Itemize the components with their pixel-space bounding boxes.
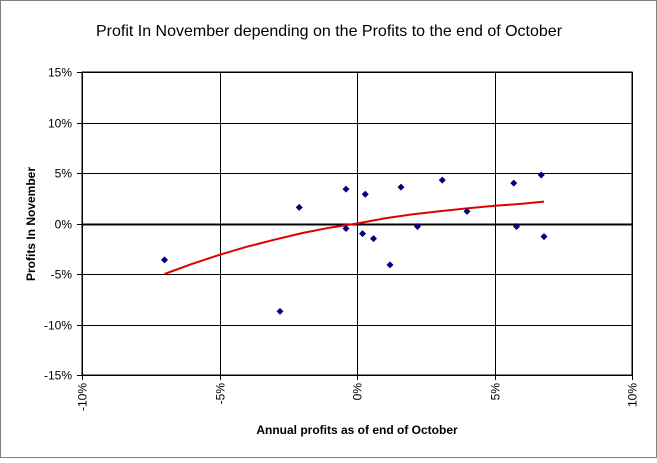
y-tick-label: 10% (48, 117, 72, 131)
data-point (359, 230, 366, 238)
x-tick-label: -10% (76, 383, 90, 411)
data-point (386, 261, 394, 269)
data-point (361, 190, 369, 198)
y-axis-title: Profits In November (24, 167, 38, 281)
data-point (540, 233, 548, 241)
x-tick-label: 0% (351, 383, 365, 401)
data-point (438, 176, 446, 184)
data-point (342, 225, 350, 233)
data-point (510, 179, 518, 187)
chart-title: Profit In November depending on the Prof… (96, 23, 563, 40)
data-point (414, 223, 421, 231)
y-tick-label: -10% (44, 319, 72, 333)
data-point (295, 203, 303, 211)
data-point (276, 307, 284, 315)
y-tick-label: 0% (55, 218, 73, 232)
data-point (397, 183, 405, 191)
data-point (370, 235, 377, 243)
y-tick-label: -5% (51, 268, 73, 282)
x-axis-title: Annual profits as of end of October (256, 423, 458, 437)
data-point (513, 223, 520, 231)
y-tick-label: -15% (44, 369, 72, 383)
data-point (537, 171, 545, 179)
data-point (463, 207, 471, 215)
trendline (164, 200, 545, 275)
x-tick-label: 10% (626, 383, 640, 407)
y-tick-label: 5% (55, 167, 73, 181)
data-point (342, 185, 350, 193)
x-tick-label: -5% (214, 383, 228, 405)
data-point (161, 256, 168, 264)
y-tick-label: 15% (48, 66, 72, 80)
plot-area: 15% 10% 5% 0% -5% -10% -15% -10% -5% 0% 5% 10% (44, 66, 640, 412)
x-tick-label: 5% (489, 383, 503, 401)
